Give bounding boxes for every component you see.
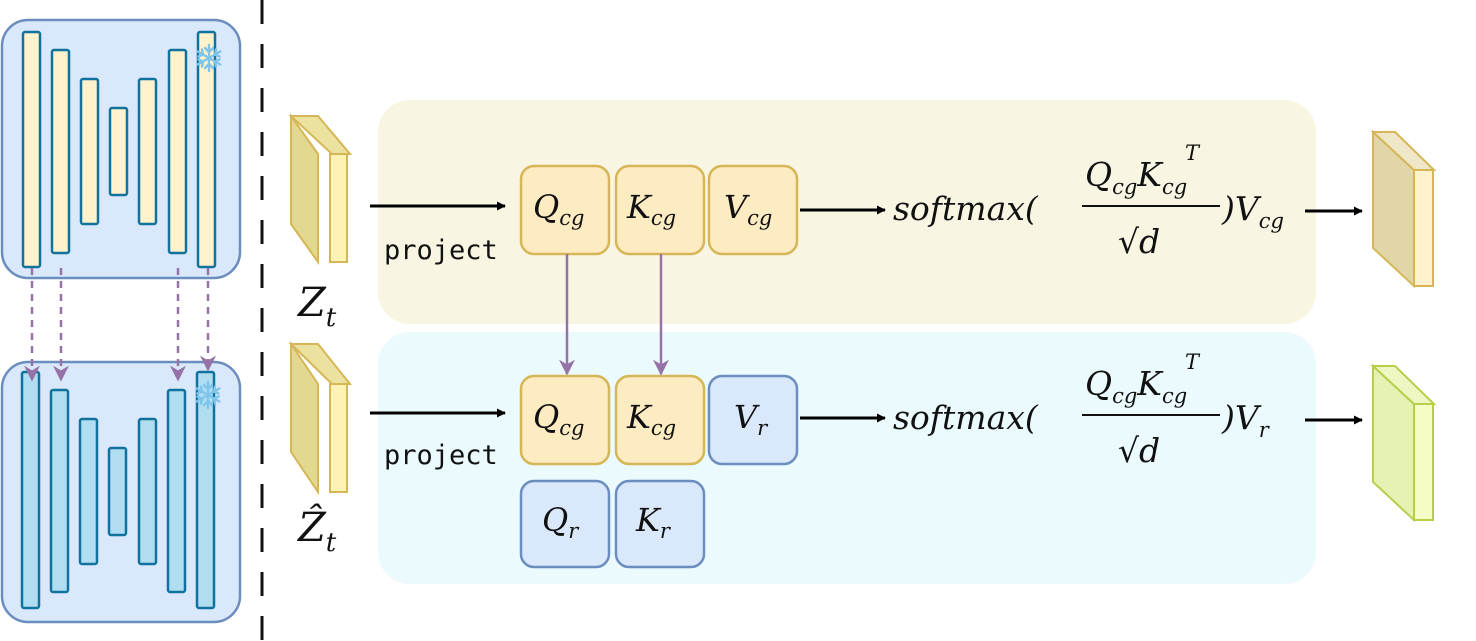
box-k-cg-top: Kcg: [614, 164, 706, 256]
unet-bar: [107, 446, 128, 537]
unet-bar: [166, 388, 187, 594]
svg-text:softmax(: softmax(: [893, 189, 1039, 228]
unet-bar: [20, 370, 41, 610]
unet-bar: [137, 77, 158, 226]
box-q-r-bottom: Qr: [519, 479, 611, 569]
unet-bar: [196, 30, 217, 269]
svg-text:T: T: [1185, 141, 1201, 165]
output-feature-map-bottom: [1370, 363, 1437, 523]
box-k-cg-bottom: Kcg: [614, 374, 706, 466]
formula-bottom: softmax( QcgKcg T √d )Vr: [893, 350, 1271, 470]
svg-text:)Vcg: )Vcg: [1221, 189, 1284, 233]
unet-bar: [137, 417, 158, 566]
unet-bottom: [0, 360, 242, 624]
output-feature-map-top: [1370, 129, 1437, 289]
svg-text:Qcg: Qcg: [533, 398, 584, 440]
svg-text:Kcg: Kcg: [626, 398, 676, 440]
panel-bottom: [378, 332, 1316, 584]
unet-top: [0, 18, 242, 280]
unet-bar: [108, 106, 129, 197]
box-v-r-bottom: Vr: [707, 374, 799, 466]
svg-text:√d: √d: [1118, 431, 1160, 470]
box-v-cg-top: Vcg: [707, 164, 799, 256]
svg-text:)Vr: )Vr: [1221, 398, 1271, 442]
unet-bar: [167, 48, 188, 255]
label-zt: Zt: [296, 280, 337, 333]
svg-text:QcgKcg: QcgKcg: [1085, 155, 1187, 199]
svg-text:Qr: Qr: [542, 501, 580, 543]
box-q-cg-bottom: Qcg: [519, 374, 611, 466]
unet-connections: [24, 268, 216, 382]
unet-bar: [50, 48, 71, 255]
svg-text:Vr: Vr: [734, 398, 769, 440]
svg-text:Kcg: Kcg: [626, 188, 676, 230]
label-zhat-t: Ẑt: [296, 504, 337, 558]
box-q-cg-top: Qcg: [519, 164, 611, 256]
svg-text:softmax(: softmax(: [893, 398, 1039, 437]
svg-text:Kr: Kr: [635, 501, 672, 543]
feature-map-zhat-t: [288, 340, 353, 496]
unet-bar: [78, 417, 99, 566]
svg-text:Vcg: Vcg: [724, 188, 772, 230]
project-label-top: project: [384, 235, 498, 266]
unet-bar: [79, 77, 100, 226]
feature-map-zt: [288, 112, 353, 266]
svg-text:QcgKcg: QcgKcg: [1085, 364, 1187, 408]
panel-top: [378, 100, 1316, 324]
unet-bar: [21, 30, 42, 269]
unet-bar: [49, 388, 70, 594]
project-label-bottom: project: [384, 440, 498, 471]
svg-text:√d: √d: [1118, 222, 1160, 261]
unet-bar: [195, 370, 216, 610]
svg-text:Qcg: Qcg: [533, 188, 584, 230]
svg-text:T: T: [1185, 350, 1201, 374]
formula-top: softmax( QcgKcg T √d )Vcg: [893, 141, 1284, 261]
box-k-r-bottom: Kr: [614, 479, 706, 569]
